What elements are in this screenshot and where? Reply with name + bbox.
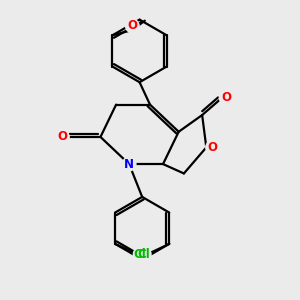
Circle shape	[56, 130, 69, 144]
Circle shape	[206, 141, 219, 154]
Circle shape	[122, 157, 136, 171]
Text: O: O	[221, 92, 231, 104]
Circle shape	[133, 248, 147, 261]
Text: Cl: Cl	[134, 248, 146, 261]
Text: O: O	[127, 20, 137, 32]
Circle shape	[137, 248, 151, 261]
Text: O: O	[57, 130, 68, 143]
Circle shape	[125, 19, 139, 33]
Text: N: N	[124, 158, 134, 171]
Text: O: O	[208, 141, 218, 154]
Text: Cl: Cl	[138, 248, 151, 261]
Circle shape	[219, 91, 233, 105]
